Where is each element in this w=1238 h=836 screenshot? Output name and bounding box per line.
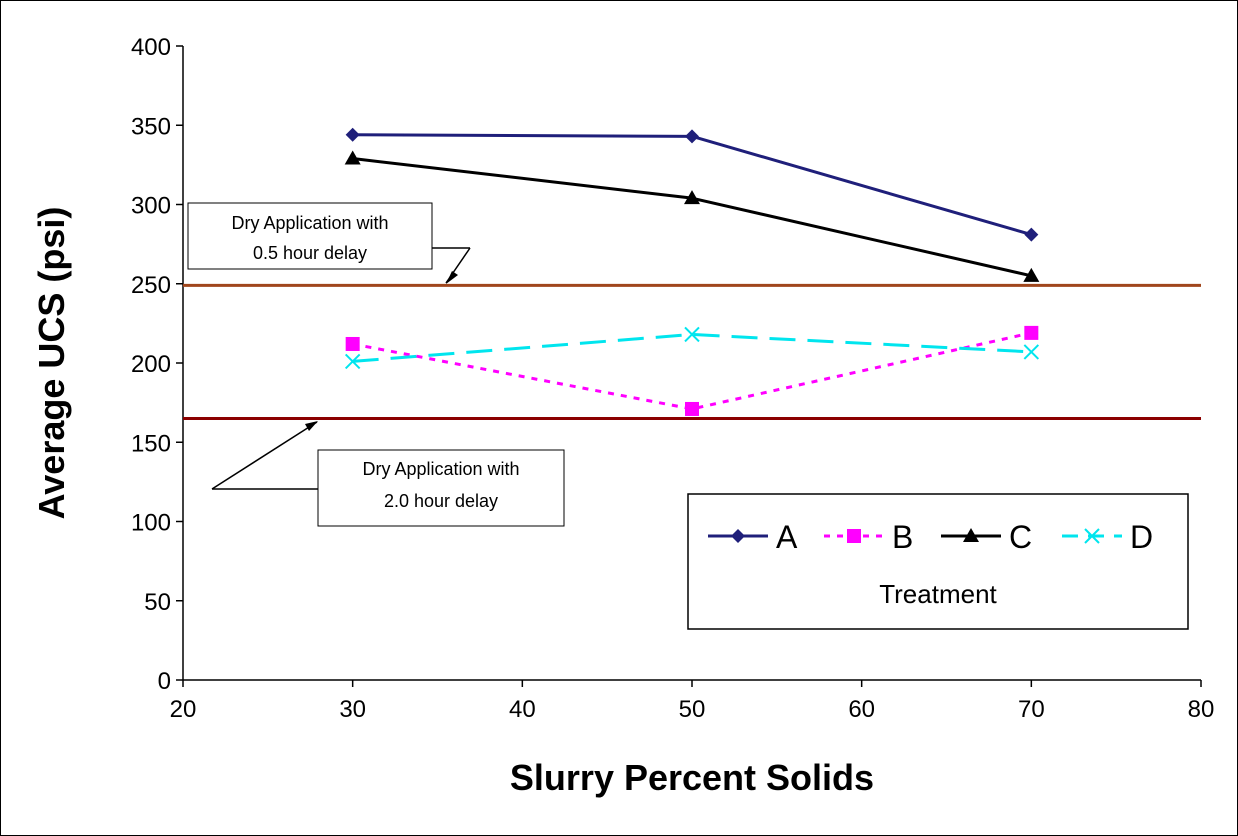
x-axis-label: Slurry Percent Solids xyxy=(510,757,874,798)
annotation-arrowhead xyxy=(305,421,318,431)
legend-label: A xyxy=(776,519,798,555)
series-line-C xyxy=(352,157,1032,278)
marker-stroke xyxy=(1023,344,1040,360)
x-tick-label: 30 xyxy=(339,696,366,723)
legend-item-A: A xyxy=(708,519,798,555)
point-C-70 xyxy=(1023,267,1040,282)
marker-stroke xyxy=(344,353,361,370)
y-axis-label: Average UCS (psi) xyxy=(31,207,72,520)
legend-item-C: C xyxy=(941,519,1032,555)
annotations: Dry Application with 0.5 hour delay Dry Ap… xyxy=(187,202,565,527)
series-A xyxy=(345,127,1039,242)
annotation-arrowhead xyxy=(446,271,458,284)
series-C xyxy=(344,150,1040,282)
legend-marker xyxy=(1084,528,1100,544)
annotation-box-2 xyxy=(317,449,565,527)
point-B-30 xyxy=(345,336,360,351)
y-tick-label: 150 xyxy=(131,430,171,457)
annotation-text: Dry Application with xyxy=(362,459,519,479)
legend-marker xyxy=(731,529,745,543)
y-ticks: 0 50 100 150 200 250 300 350 400 xyxy=(131,34,183,695)
series-D xyxy=(344,326,1040,370)
series-line-B xyxy=(352,331,1032,411)
point-A-30 xyxy=(345,127,360,142)
y-tick-label: 250 xyxy=(131,272,171,299)
point-C-50 xyxy=(684,190,700,205)
annotation-leader xyxy=(211,421,318,490)
legend-marker xyxy=(963,528,979,542)
x-tick-label: 70 xyxy=(1018,696,1045,723)
legend-box xyxy=(687,493,1189,630)
y-tick-label: 200 xyxy=(131,351,171,378)
y-tick-label: 0 xyxy=(158,668,171,695)
legend-label: D xyxy=(1130,519,1153,555)
reference-lines xyxy=(183,283,1201,420)
x-ticks: 20 30 40 50 60 70 80 xyxy=(170,680,1215,723)
marker-stroke xyxy=(1084,528,1100,544)
y-tick-label: 300 xyxy=(131,193,171,220)
legend-label: B xyxy=(892,519,913,555)
legend: A B C D Treatment xyxy=(687,493,1189,630)
x-tick-label: 60 xyxy=(848,696,875,723)
y-tick-label: 50 xyxy=(144,589,171,616)
point-B-70 xyxy=(1024,325,1039,340)
annotation-text: 0.5 hour delay xyxy=(253,243,367,263)
series-line-A xyxy=(352,133,1032,237)
legend-title: Treatment xyxy=(879,579,997,609)
point-A-70 xyxy=(1024,227,1039,242)
point-D-50 xyxy=(684,326,700,343)
series-group xyxy=(344,127,1040,416)
series-line-D xyxy=(352,332,1032,363)
point-B-50 xyxy=(685,401,699,416)
y-tick-label: 100 xyxy=(131,510,171,537)
x-tick-label: 20 xyxy=(170,696,197,723)
point-C-30 xyxy=(344,150,361,165)
legend-item-B: B xyxy=(824,519,913,555)
legend-item-D: D xyxy=(1062,519,1153,555)
y-tick-label: 400 xyxy=(131,34,171,61)
x-tick-label: 40 xyxy=(509,696,536,723)
legend-label: C xyxy=(1009,519,1032,555)
point-D-30 xyxy=(344,353,361,370)
marker-stroke xyxy=(684,326,700,343)
series-B xyxy=(345,325,1039,416)
point-A-50 xyxy=(685,129,699,144)
legend-marker xyxy=(847,529,861,543)
annotation-text: Dry Application with xyxy=(231,213,388,233)
annotation-text: 2.0 hour delay xyxy=(384,491,498,511)
annotation-box-1 xyxy=(187,202,433,270)
x-tick-label: 80 xyxy=(1188,696,1215,723)
point-D-70 xyxy=(1023,344,1040,360)
y-tick-label: 350 xyxy=(131,113,171,140)
x-tick-label: 50 xyxy=(679,696,706,723)
